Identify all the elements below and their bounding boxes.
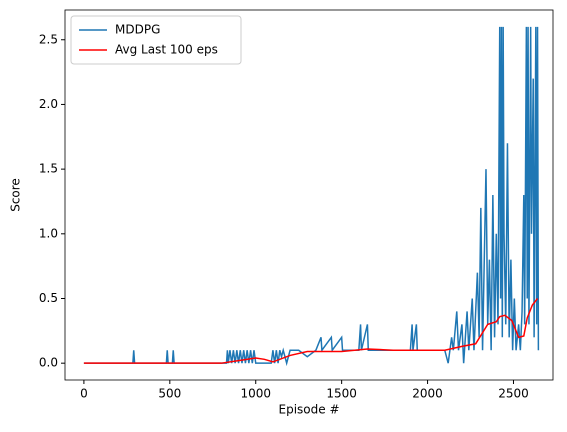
x-axis-label: Episode # [279, 403, 340, 417]
y-tick-label: 1.0 [39, 226, 58, 240]
x-tick-label: 500 [158, 387, 181, 401]
x-tick-label: 1000 [240, 387, 271, 401]
y-tick-label: 2.0 [39, 97, 58, 111]
legend-label: Avg Last 100 eps [115, 43, 218, 57]
y-tick-label: 2.5 [39, 32, 58, 46]
series-line [83, 298, 539, 364]
y-axis-label: Score [9, 178, 23, 212]
y-tick-label: 0.5 [39, 291, 58, 305]
x-tick-label: 2500 [498, 387, 529, 401]
x-tick-label: 0 [80, 387, 88, 401]
x-tick-label: 2000 [412, 387, 443, 401]
y-tick-label: 0.0 [39, 356, 58, 370]
legend-box [70, 15, 242, 65]
series-line [83, 26, 540, 367]
x-tick-label: 1500 [326, 387, 357, 401]
y-tick-label: 1.5 [39, 162, 58, 176]
plot-frame [64, 9, 554, 381]
legend-label: MDDPG [115, 23, 160, 37]
